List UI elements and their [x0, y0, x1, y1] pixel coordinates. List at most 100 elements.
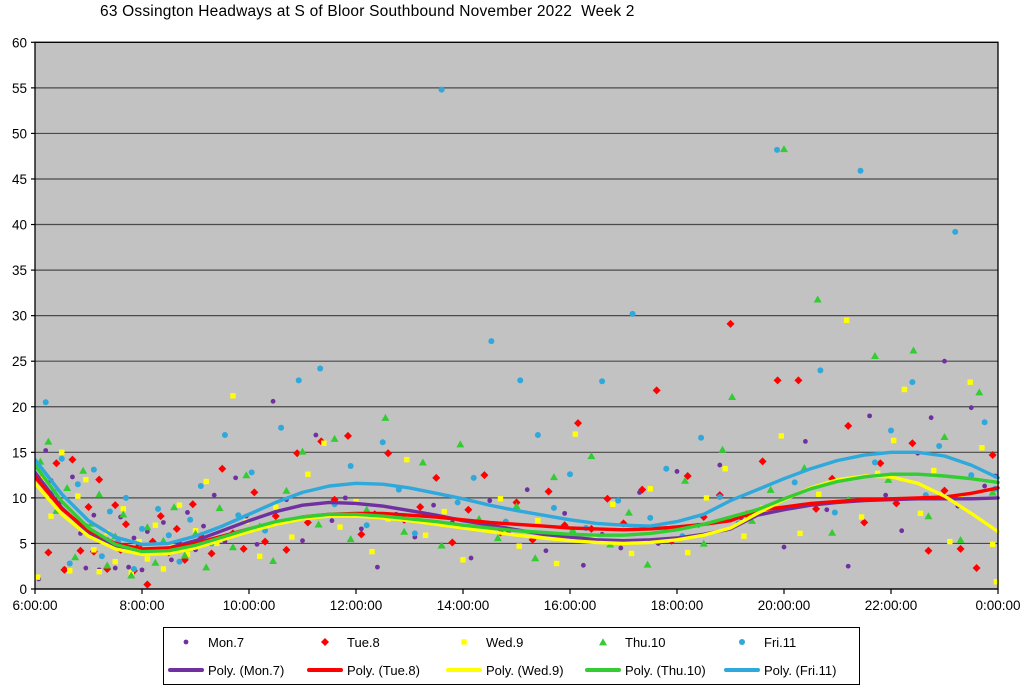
scatter-point [975, 388, 984, 396]
scatter-point [218, 464, 227, 473]
scatter-point [794, 376, 803, 385]
scatter-point [300, 538, 305, 544]
chart-legend[interactable]: Mon.7 Tue.8 Wed.9 Thu.10 Fri.11 Poly. (Mon.7)… [163, 627, 860, 685]
scatter-point [816, 491, 822, 497]
poly-trendline [35, 463, 1000, 554]
legend-item-poly-fri11[interactable]: Poly. (Fri.11) [720, 656, 859, 684]
scatter-point [535, 517, 541, 524]
scatter-point [120, 506, 126, 512]
scatter-point [858, 514, 865, 520]
scatter-point [95, 475, 104, 484]
scatter-point [468, 555, 474, 561]
scatter-point [215, 504, 224, 512]
scatter-point [603, 494, 612, 503]
scatter-point [269, 556, 278, 564]
scatter-point [90, 466, 97, 473]
scatter-point [358, 526, 364, 532]
legend-item-tue8[interactable]: Tue.8 [303, 628, 442, 656]
scatter-point [95, 490, 104, 498]
legend-item-mon7[interactable]: Mon.7 [164, 628, 303, 656]
scatter-point [144, 529, 150, 534]
scatter-point [758, 457, 767, 466]
scatter-point [874, 470, 881, 476]
scatter-point [982, 483, 988, 489]
legend-item-fri11[interactable]: Fri.11 [720, 628, 859, 656]
scatter-point [553, 560, 560, 567]
scatter-point [230, 393, 236, 399]
scatter-point [437, 541, 446, 549]
scatter-point [843, 317, 850, 323]
scatter-point [98, 553, 105, 560]
legend-item-poly-mon7[interactable]: Poly. (Mon.7) [164, 656, 303, 684]
plot-area[interactable]: 0 5 10 15 20 25 30 35 40 45 50 55 60 6:00:00 8:00:00 10… [0, 0, 1024, 622]
scatter-point [342, 495, 348, 501]
scatter-point [282, 545, 291, 554]
legend-item-poly-tue8[interactable]: Poly. (Tue.8) [303, 656, 442, 684]
x-axis-label: 0:00:00 [975, 598, 1020, 613]
scatter-point [337, 524, 343, 530]
scatter-point [884, 475, 893, 483]
scatter-point [74, 481, 81, 488]
scatter-point [942, 358, 947, 364]
x-axis-label: 8:00:00 [119, 598, 164, 613]
scatter-point [716, 493, 723, 500]
scatter-point [968, 472, 975, 479]
scatter-point [470, 474, 477, 481]
scatter-point [438, 86, 445, 93]
plot-border [34, 41, 999, 590]
trendline-sample-icon [585, 668, 621, 672]
scatter-point [940, 486, 949, 495]
scatter-point [888, 427, 894, 434]
scatter-point [298, 447, 307, 455]
legend-item-poly-wed9[interactable]: Poly. (Wed.9) [442, 656, 581, 684]
scatter-point [460, 557, 466, 563]
scatter-point [48, 513, 54, 519]
scatter-point [562, 510, 568, 516]
scatter-point [59, 449, 65, 456]
scatter-point [993, 579, 1000, 585]
scatter-point [773, 376, 782, 385]
scatter-point [305, 471, 311, 477]
trendline-sample-icon [724, 668, 760, 672]
scatter-point [131, 535, 137, 541]
legend-item-poly-thu10[interactable]: Poly. (Thu.10) [581, 656, 720, 684]
scatter-point [257, 553, 263, 559]
x-axis-label: 16:00:00 [544, 598, 597, 613]
y-axis-label: 15 [12, 445, 27, 460]
legend-series-label: Wed.9 [486, 634, 524, 650]
scatter-point [487, 498, 493, 504]
scatter-point [379, 439, 386, 446]
square-marker-icon [442, 636, 486, 648]
scatter-point [176, 502, 183, 508]
scatter-point [647, 486, 653, 492]
scatter-point [188, 500, 197, 509]
trendline-sample-icon [446, 668, 482, 672]
scatter-point [572, 431, 579, 437]
scatter-point [567, 471, 573, 478]
scatter-point [239, 544, 248, 553]
scatter-layer [35, 86, 1000, 589]
scatter-point [143, 580, 152, 589]
scatter-point [250, 488, 259, 497]
scatter-point [543, 548, 549, 554]
legend-item-wed9[interactable]: Wed.9 [442, 628, 581, 656]
scatter-point [940, 433, 949, 441]
scatter-point [892, 499, 901, 508]
scatter-point [411, 530, 418, 537]
scatter-point [66, 560, 73, 567]
scatter-point [979, 445, 985, 451]
legend-item-thu10[interactable]: Thu.10 [581, 628, 720, 656]
scatter-point [828, 528, 837, 536]
scatter-point [261, 537, 270, 546]
scatter-point [119, 510, 128, 518]
scatter-point [909, 379, 916, 386]
scatter-point [480, 471, 489, 480]
scatter-point [550, 504, 557, 511]
poly-trendline [35, 475, 1000, 551]
scatter-point [207, 549, 216, 558]
legend-poly-label: Poly. (Tue.8) [347, 662, 420, 678]
scatter-point [184, 551, 191, 558]
scatter-point [871, 459, 878, 466]
scatter-point [803, 438, 808, 444]
scatter-point [663, 465, 670, 472]
